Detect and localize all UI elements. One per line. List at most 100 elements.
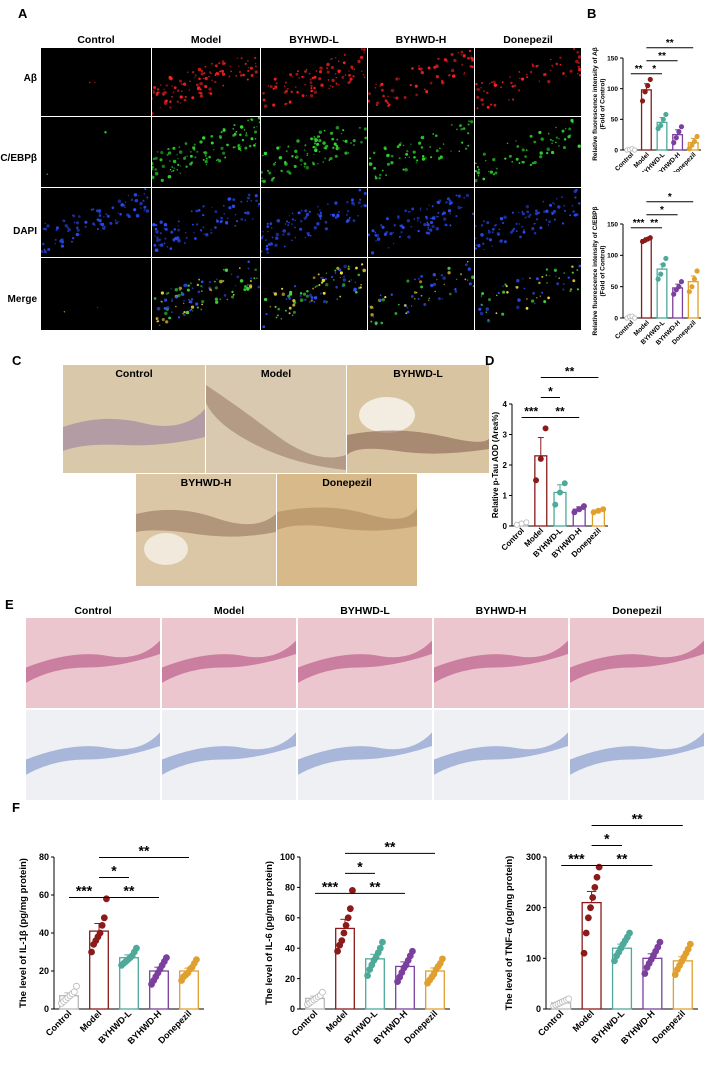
significance-label: ** <box>370 878 381 894</box>
data-point <box>582 929 590 937</box>
y-tick-label: 0 <box>503 522 508 531</box>
panel-e-header-byhwd-l: BYHWD-L <box>340 605 390 617</box>
x-tick-label: Control <box>614 319 635 340</box>
x-tick-label: Model <box>324 1008 349 1033</box>
panel-a-row-merge: Merge <box>7 294 37 305</box>
data-point <box>561 480 568 487</box>
fluorescence-image-abeta-donepezil <box>475 48 581 116</box>
data-point <box>409 947 416 955</box>
significance-label: * <box>111 863 117 879</box>
panel-e-header-byhwd-h: BYHWD-H <box>475 605 527 617</box>
fluorescence-image-dapi-byhwd-l <box>261 188 367 257</box>
nissl-image-byhwd-h <box>434 710 568 800</box>
data-point <box>70 988 78 996</box>
data-point <box>673 135 679 141</box>
data-point <box>645 83 651 89</box>
y-tick-label: 100 <box>280 852 295 862</box>
data-point <box>346 905 354 913</box>
bar-byhwd-l <box>656 268 668 319</box>
data-point <box>342 922 350 929</box>
data-point <box>338 937 346 945</box>
significance-label: ** <box>635 64 643 75</box>
nissl-image-model <box>162 710 296 800</box>
data-point <box>686 940 694 948</box>
fluorescence-image-merge-control <box>41 258 151 330</box>
ihc-label-byhwd-l: BYHWD-L <box>393 368 443 380</box>
panel-a-header-control: Control <box>77 34 115 46</box>
data-point <box>632 315 638 321</box>
x-tick-label: Control <box>614 151 635 172</box>
significance-label: * <box>357 858 363 874</box>
data-point <box>663 111 669 118</box>
bar-byhwd-l <box>553 491 567 527</box>
y-tick-label: 50 <box>611 117 619 124</box>
data-point <box>691 276 698 282</box>
y-axis-label: The level of TNF-α (pg/mg protein) <box>504 856 515 1011</box>
fluorescence-image-dapi-donepezil <box>475 188 581 257</box>
data-point <box>557 489 564 496</box>
data-point <box>686 289 692 295</box>
chart-il6-level: The level of IL-6 (pg/mg protein) 0 20 40 60… <box>264 838 450 1046</box>
panel-a-header-byhwd-h: BYHWD-H <box>395 34 447 46</box>
y-tick-label: 3 <box>503 430 508 439</box>
x-tick-label: Donepezil <box>650 1008 687 1045</box>
data-point <box>660 262 666 268</box>
ihc-label-control: Control <box>115 368 153 380</box>
fluorescence-image-cebpb-byhwd-h <box>368 117 474 187</box>
significance-label: ** <box>650 218 658 229</box>
y-axis-label: The level of IL-1β (pg/mg protein) <box>18 858 29 1008</box>
data-point <box>103 895 110 903</box>
fluorescence-image-dapi-byhwd-h <box>368 188 474 257</box>
significance-label: * <box>548 385 553 399</box>
he-image-model <box>162 618 296 708</box>
y-tick-label: 0 <box>614 315 618 322</box>
data-point <box>537 455 544 462</box>
ihc-image-model: Model <box>206 365 346 473</box>
nissl-image-donepezil <box>570 710 704 800</box>
chart-il1b-level: The level of IL-1β (pg/mg protein) 0 20 40 6… <box>18 843 204 1046</box>
y-tick-label: 80 <box>285 883 295 893</box>
data-point <box>671 140 677 146</box>
y-tick-label: 150 <box>607 55 618 62</box>
ihc-image-byhwd-l: BYHWD-L <box>347 365 489 473</box>
data-point <box>593 873 601 881</box>
data-point <box>587 904 594 912</box>
significance-label: ** <box>632 810 643 826</box>
data-point <box>98 922 106 929</box>
data-point <box>580 949 588 957</box>
he-image-donepezil <box>570 618 704 708</box>
y-tick-label: 200 <box>526 903 541 913</box>
data-point <box>576 506 583 513</box>
fluorescence-image-cebpb-byhwd-l <box>261 117 367 187</box>
y-tick-label: 80 <box>39 852 49 862</box>
data-point <box>552 501 559 508</box>
chart-cebpb-fluorescence: Relative fluorescence intensity of C/EBP… <box>592 192 701 347</box>
data-point <box>647 76 653 83</box>
significance-label: *** <box>322 878 339 894</box>
y-tick-label: 2 <box>503 461 508 470</box>
panel-a-header-byhwd-l: BYHWD-L <box>289 34 339 46</box>
ihc-image-control: Control <box>63 365 205 473</box>
chart-abeta-fluorescence: Relative fluorescence intensity of Aβ (Fo… <box>592 38 701 172</box>
y-tick-label: 50 <box>611 284 619 291</box>
data-point <box>193 956 200 964</box>
bar-model <box>534 455 548 527</box>
data-point <box>600 506 607 513</box>
y-tick-label: 300 <box>526 852 541 862</box>
data-point <box>518 520 525 527</box>
y-tick-label: 40 <box>39 928 49 938</box>
data-point <box>676 129 682 135</box>
significance-label: ** <box>139 843 150 859</box>
data-point <box>639 98 646 104</box>
panel-letter-c: C <box>12 353 22 368</box>
panel-e-header-donepezil: Donepezil <box>612 605 662 617</box>
data-point <box>133 944 140 952</box>
x-tick-label: Model <box>571 1008 596 1033</box>
y-tick-label: 20 <box>39 966 49 976</box>
y-tick-label: 0 <box>536 1004 541 1014</box>
data-point <box>641 970 649 977</box>
data-point <box>533 477 540 484</box>
data-point <box>678 279 685 285</box>
data-point <box>88 948 95 956</box>
data-point <box>96 929 104 937</box>
